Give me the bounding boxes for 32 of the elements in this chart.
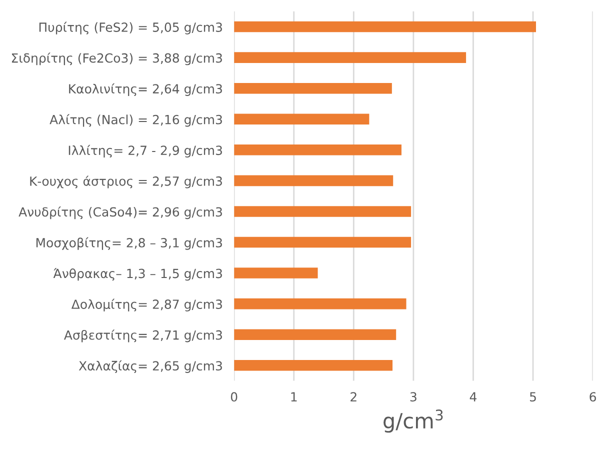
y-tick-label: Άνθρακας– 1,3 – 1,5 g/cm3 [53,268,222,281]
bar [234,360,393,371]
x-tick-label: 6 [590,392,596,402]
bar [234,21,536,32]
bar [234,206,412,217]
bar [234,236,412,248]
bar [234,52,466,63]
y-tick-label: Δολομίτης= 2,87 g/cm3 [71,298,222,312]
y-tick-label: Χαλαζίας= 2,65 g/cm3 [78,360,222,373]
x-tick-label: 0 [230,392,238,402]
y-tick-label: Ανυδρίτης (CaSo4)= 2,96 g/cm3 [18,206,222,220]
x-tick-label: 4 [470,392,476,402]
bar [234,298,406,310]
y-tick-label: Μοσχοβίτης= 2,8 – 3,1 g/cm3 [36,237,222,250]
bar [234,175,394,186]
bar [234,82,392,94]
y-tick-label: Καολινίτης= 2,64 g/cm3 [69,83,222,96]
y-tick-label: Ιλλίτης= 2,7 - 2,9 g/cm3 [68,144,222,158]
y-tick-label: Πυρίτης (FeS2) = 5,05 g/cm3 [39,22,222,34]
x-tick-label: 5 [530,392,536,402]
bar [234,144,402,156]
y-tick-label: Σιδηρίτης (Fe2Co3) = 3,88 g/cm3 [12,52,222,66]
x-axis-title: g/cm$^{3}$ [384,410,443,433]
y-tick-label: Κ-ουχος άστριος = 2,57 g/cm3 [30,176,222,188]
bar [234,268,318,278]
y-tick-label: Ασβεστίτης= 2,71 g/cm3 [64,330,222,342]
x-tick-label: 1 [291,392,297,402]
bar [234,329,396,340]
bar [234,114,370,125]
y-tick-label: Αλίτης (Nacl) = 2,16 g/cm3 [50,114,222,127]
x-tick-label: 3 [410,392,416,402]
x-tick-label: 2 [350,392,356,402]
